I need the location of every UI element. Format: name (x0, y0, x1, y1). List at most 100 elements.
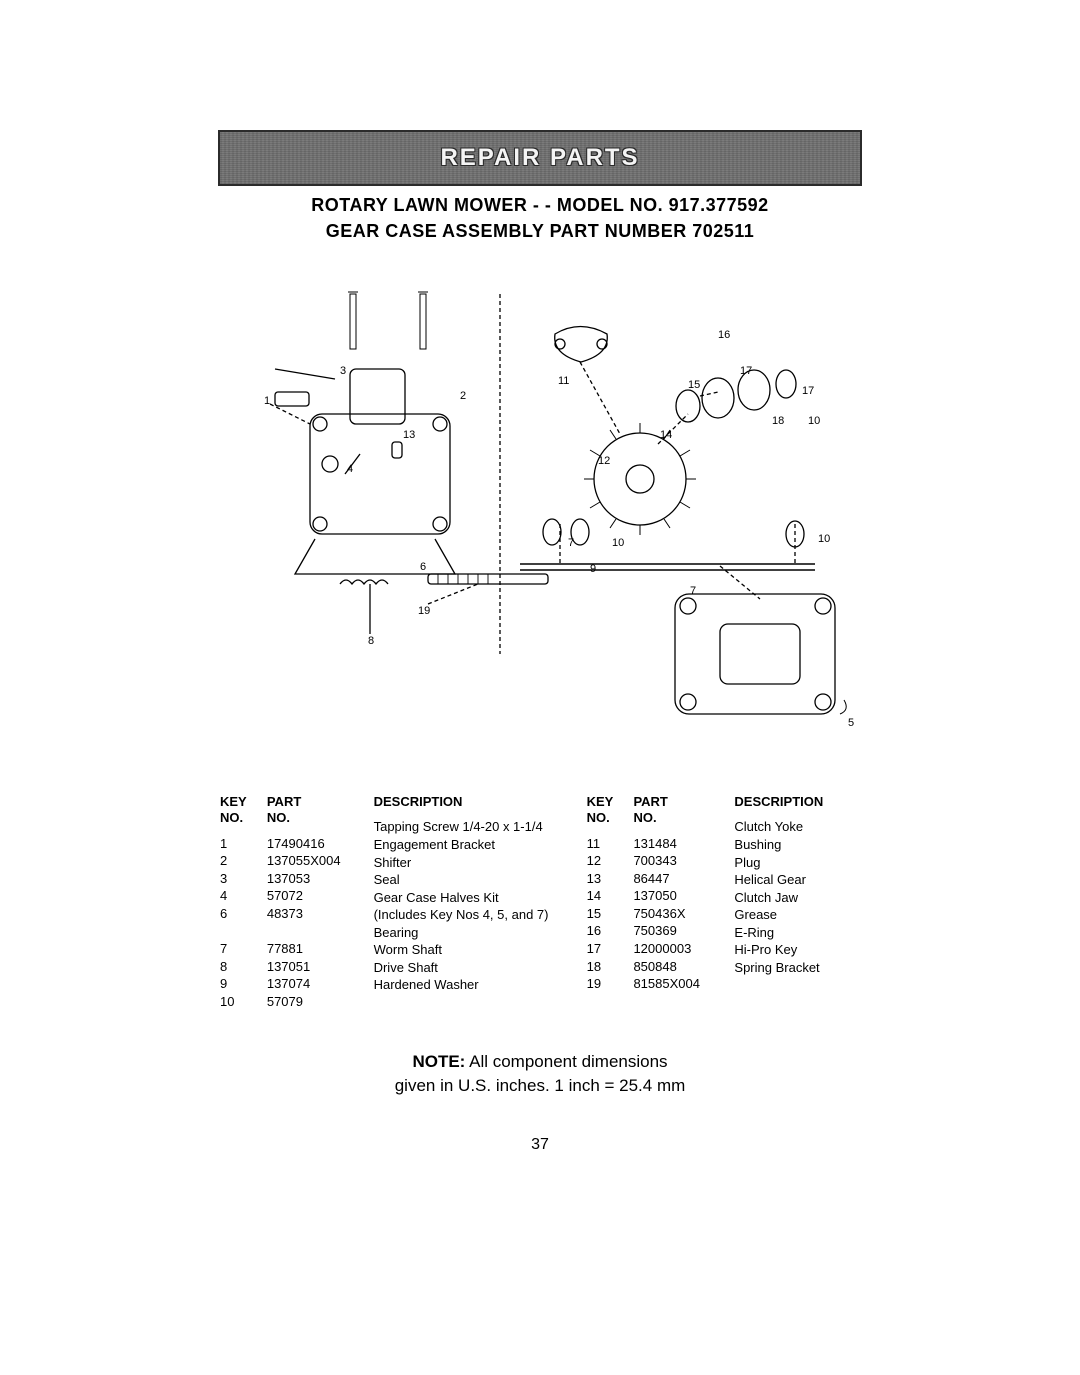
lbl-16: 16 (718, 329, 730, 341)
left-part-cell: 137051 (267, 958, 360, 976)
right-part-cells: 13148470034386447137050750436X7503691200… (633, 835, 720, 993)
left-desc-cell: Hardened Washer (374, 976, 573, 994)
lbl-15: 15 (688, 379, 700, 391)
lbl-7b: 7 (690, 585, 696, 597)
right-desc-cell: E-Ring (734, 924, 860, 942)
lbl-10c: 10 (808, 415, 820, 427)
lbl-19: 19 (418, 605, 430, 617)
right-part-cell: 700343 (633, 852, 720, 870)
left-part-cell: 57072 (267, 887, 360, 905)
left-part-cell: 57079 (267, 993, 360, 1011)
lbl-5: 5 (848, 717, 854, 729)
left-desc-col: DESCRIPTION Tapping Screw 1/4-20 x 1-1/4… (374, 794, 573, 1010)
left-desc-cell: Worm Shaft (374, 941, 573, 959)
left-part-cell: 48373 (267, 905, 360, 923)
left-desc-cell: Bearing (374, 924, 573, 942)
left-part-cell: 137053 (267, 870, 360, 888)
note-line1: NOTE: All component dimensions (220, 1050, 860, 1074)
lbl-17b: 17 (802, 385, 814, 397)
lbl-12: 12 (598, 455, 610, 467)
left-desc-cell: Drive Shaft (374, 959, 573, 977)
left-key-col: KEY NO. 12346 78910 (220, 794, 253, 1010)
right-part-col: PART NO. 13148470034386447137050750436X7… (633, 794, 720, 1010)
left-part-cell: 137074 (267, 975, 360, 993)
right-desc-cell: Clutch Yoke (734, 818, 860, 836)
left-part-cells: 17490416137055X0041370535707248373 77881… (267, 835, 360, 1010)
right-desc-cell: Plug (734, 854, 860, 872)
banner: REPAIR PARTS (218, 130, 862, 186)
left-key-cell: 4 (220, 887, 253, 905)
lbl-13: 13 (403, 429, 415, 441)
lbl-3: 3 (340, 365, 346, 377)
right-desc-cells: Clutch YokeBushingPlugHelical GearClutch… (734, 818, 860, 976)
right-key-cell: 12 (587, 852, 620, 870)
left-key-cell: 8 (220, 958, 253, 976)
left-desc-cell: Gear Case Halves Kit(Includes Key Nos 4,… (374, 889, 573, 924)
hdr-key-l: KEY NO. (220, 794, 253, 827)
right-key-cell: 19 (587, 975, 620, 993)
right-key-cells: 111213141516171819 (587, 835, 620, 993)
right-key-cell: 18 (587, 958, 620, 976)
page-number: 37 (60, 1136, 1020, 1154)
left-part-col: PART NO. 17490416137055X0041370535707248… (267, 794, 360, 1010)
banner-title: REPAIR PARTS (440, 144, 639, 172)
hdr-part-r: PART NO. (633, 794, 720, 827)
hdr-desc-r: DESCRIPTION (734, 794, 860, 810)
left-key-cell: 3 (220, 870, 253, 888)
right-desc-cell: Bushing (734, 836, 860, 854)
right-key-cell: 14 (587, 887, 620, 905)
right-key-col: KEY NO. 111213141516171819 (587, 794, 620, 1010)
right-part-cell: 86447 (633, 870, 720, 888)
right-part-cell: 12000003 (633, 940, 720, 958)
note-line1-rest: All component dimensions (465, 1052, 667, 1071)
left-key-cell: 1 (220, 835, 253, 853)
right-key-cell: 17 (587, 940, 620, 958)
left-desc-cell: Tapping Screw 1/4-20 x 1-1/4 (374, 818, 573, 836)
lbl-9: 9 (590, 563, 596, 575)
parts-tables: KEY NO. 12346 78910 PART NO. 17490416137… (220, 794, 860, 1010)
left-key-cell: 10 (220, 993, 253, 1011)
subhead: ROTARY LAWN MOWER - - MODEL NO. 917.3775… (60, 192, 1020, 244)
hdr-desc-l: DESCRIPTION (374, 794, 573, 810)
hdr-key-r: KEY NO. (587, 794, 620, 827)
right-key-cell: 13 (587, 870, 620, 888)
lbl-17: 17 (740, 365, 752, 377)
right-desc-cell: Helical Gear (734, 871, 860, 889)
right-part-cell: 750369 (633, 922, 720, 940)
left-key-cell: 6 (220, 905, 253, 923)
lbl-10: 10 (612, 537, 624, 549)
left-part-cell: 137055X004 (267, 852, 360, 870)
left-desc-cell: Seal (374, 871, 573, 889)
left-key-cell: 7 (220, 940, 253, 958)
left-part-cell: 77881 (267, 940, 360, 958)
right-part-cell: 750436X (633, 905, 720, 923)
left-key-cell: 9 (220, 975, 253, 993)
right-part-cell: 131484 (633, 835, 720, 853)
lbl-6: 6 (420, 561, 426, 573)
left-part-cell: 17490416 (267, 835, 360, 853)
diagram-svg: 1 2 3 4 5 6 7 7 8 9 10 10 10 11 12 13 14… (220, 274, 860, 734)
left-desc-cell: Shifter (374, 854, 573, 872)
lbl-1: 1 (264, 395, 270, 407)
subhead-line1: ROTARY LAWN MOWER - - MODEL NO. 917.3775… (60, 192, 1020, 218)
left-key-cells: 12346 78910 (220, 835, 253, 1010)
right-desc-cell: Hi-Pro Key (734, 941, 860, 959)
lbl-8: 8 (368, 635, 374, 647)
page: REPAIR PARTS ROTARY LAWN MOWER - - MODEL… (0, 0, 1080, 1375)
lbl-14: 14 (660, 429, 672, 441)
lbl-10b: 10 (818, 533, 830, 545)
right-key-cell: 11 (587, 835, 620, 853)
subhead-line2: GEAR CASE ASSEMBLY PART NUMBER 702511 (60, 218, 1020, 244)
left-desc-cells: Tapping Screw 1/4-20 x 1-1/4Engagement B… (374, 818, 573, 993)
right-part-cell: 81585X004 (633, 975, 720, 993)
right-desc-cell: Grease (734, 906, 860, 924)
lbl-7: 7 (568, 537, 574, 549)
lbl-18: 18 (772, 415, 784, 427)
hdr-part-l: PART NO. (267, 794, 360, 827)
lbl-2: 2 (460, 390, 466, 402)
diagram: 1 2 3 4 5 6 7 7 8 9 10 10 10 11 12 13 14… (220, 274, 860, 734)
left-key-cell: 2 (220, 852, 253, 870)
note-line2: given in U.S. inches. 1 inch = 25.4 mm (220, 1074, 860, 1098)
right-desc-cell: Spring Bracket (734, 959, 860, 977)
right-desc-cell: Clutch Jaw (734, 889, 860, 907)
